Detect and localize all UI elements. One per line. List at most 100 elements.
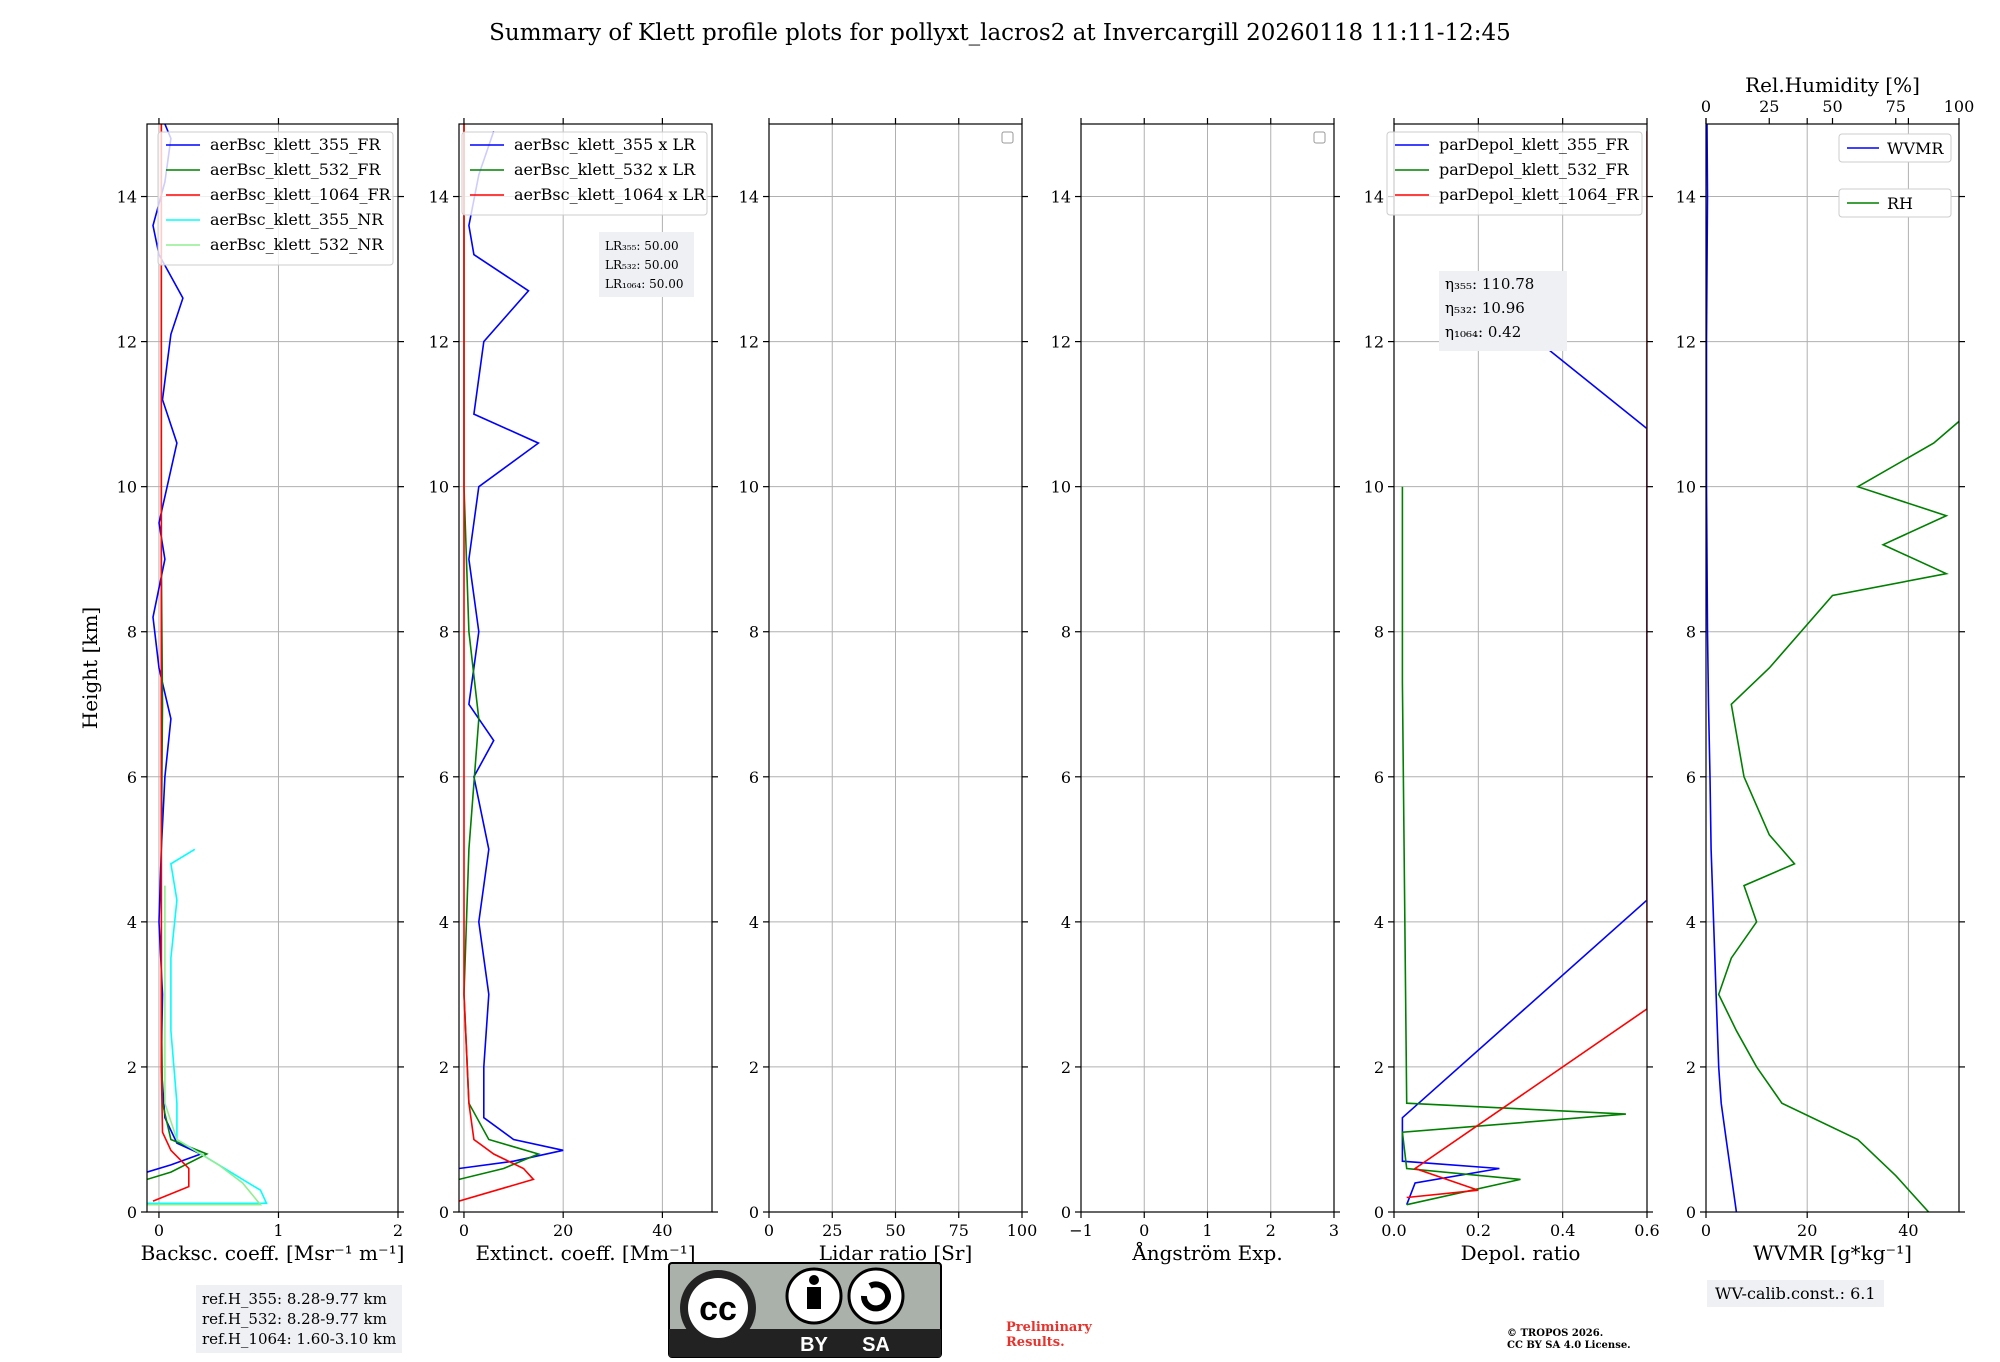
ref-height-1064: ref.H_1064: 1.60-3.10 km [202,1330,397,1348]
legend-box [1838,133,1952,163]
y-tick-label: 2 [749,1058,759,1077]
series-line-parDepol_klett_1064_FR [1406,131,1647,1199]
y-tick-label: 10 [1051,478,1071,497]
y-tick-label: 2 [127,1058,137,1077]
y-tick-label: 14 [1364,188,1384,207]
y-tick-label: 6 [1061,768,1071,787]
annotation-box [1439,271,1567,351]
y-tick-label: 10 [429,478,449,497]
y-tick-label: 12 [117,333,137,352]
cc-text: cc [699,1290,737,1328]
x-tick-label: 0 [1701,1221,1711,1240]
series-line-aerBsc_klett_355_NR [147,848,268,1205]
y-tick-label: 12 [429,333,449,352]
legend-box [1838,188,1952,218]
sa-text: SA [862,1334,890,1356]
legend-label: aerBsc_klett_532_NR [210,235,384,254]
panel-lidar_ratio: 0 25 50 75 100 0 2 4 6 8 10 12 14 Lidar ratio [Sr] [739,118,1038,1265]
top-x-tick-label: 50 [1822,97,1842,116]
y-tick-label: 0 [439,1203,449,1222]
y-tick-label: 12 [1364,333,1384,352]
y-tick-label: 0 [1374,1203,1384,1222]
x-tick-label: 0 [1139,1221,1149,1240]
ref-height-532: ref.H_532: 8.28-9.77 km [202,1310,387,1328]
legend-label: parDepol_klett_1064_FR [1439,185,1640,204]
series-line-aerBsc_klett_355 x LR [459,131,564,1170]
series-line-aerBsc_klett_532 x LR [459,124,541,1181]
x-tick-label: 0 [154,1221,164,1240]
y-tick-label: 10 [1676,478,1696,497]
y-tick-label: 0 [749,1203,759,1222]
by-text: BY [800,1334,828,1356]
y-tick-label: 4 [749,913,759,932]
preliminary-line-2: Results. [1006,1335,1065,1350]
top-x-tick-label: 0 [1701,97,1711,116]
annotation-line: η₃₅₅: 110.78 [1445,275,1534,293]
x-tick-label: 40 [1898,1221,1918,1240]
legend-label: aerBsc_klett_532_FR [210,160,381,179]
y-tick-label: 6 [127,768,137,787]
x-tick-label: 20 [553,1221,573,1240]
legend-box [1386,131,1643,216]
top-x-tick-label: 75 [1886,97,1906,116]
legend-label: RH [1887,194,1913,213]
annotation-line: η₅₃₂: 10.96 [1445,299,1525,317]
annotation-line: η₁₀₆₄: 0.42 [1445,323,1521,341]
axes-frame [146,123,399,1213]
legend-label: aerBsc_klett_355 x LR [514,135,696,154]
y-tick-label: 8 [1374,623,1384,642]
y-tick-label: 14 [739,188,759,207]
y-tick-label: 0 [1061,1203,1071,1222]
top-x-axis-label: Rel.Humidity [%] [1745,73,1920,97]
y-tick-label: 10 [117,478,137,497]
legend-label: aerBsc_klett_1064 x LR [514,185,706,204]
x-axis-label: Extinct. coeff. [Mm⁻¹] [475,1241,695,1265]
y-tick-label: 14 [1676,188,1696,207]
y-tick-label: 14 [1051,188,1071,207]
x-tick-label: 0.0 [1381,1221,1406,1240]
wv-calib-box: WV-calib.const.: 6.1 [1707,1280,1884,1307]
axes-frame [458,123,713,1213]
legend-label: parDepol_klett_355_FR [1439,135,1630,154]
x-axis-label: Depol. ratio [1461,1241,1581,1265]
series-line-RH [1717,420,1959,1212]
x-tick-label: 2 [1266,1221,1276,1240]
series-group [147,124,268,1206]
y-tick-label: 12 [739,333,759,352]
preliminary-note: Preliminary Results. [1006,1320,1092,1350]
legend-label: aerBsc_klett_355_FR [210,135,381,154]
legend-label: aerBsc_klett_532 x LR [514,160,696,179]
x-tick-label: 2 [393,1221,403,1240]
x-tick-label: 100 [1007,1221,1038,1240]
x-tick-label: 75 [949,1221,969,1240]
y-tick-label: 4 [127,913,137,932]
y-tick-label: 6 [749,768,759,787]
x-axis-label: WVMR [g*kg⁻¹] [1753,1241,1912,1265]
copyright-line-1: © TROPOS 2026. [1507,1328,1604,1339]
x-tick-label: −1 [1069,1221,1093,1240]
preliminary-line-1: Preliminary [1006,1320,1092,1335]
y-tick-label: 10 [1364,478,1384,497]
x-tick-label: 20 [1797,1221,1817,1240]
y-axis-label: Height [km] [78,607,102,729]
y-tick-label: 2 [1061,1058,1071,1077]
copyright-line-2: CC BY SA 4.0 License. [1507,1340,1631,1351]
series-line-aerBsc_klett_1064_FR [152,124,190,1202]
y-tick-label: 4 [1374,913,1384,932]
figure-title: Summary of Klett profile plots for polly… [489,20,1511,46]
legend-empty [1001,131,1014,144]
x-axis-label: Ångström Exp. [1131,1240,1282,1265]
annotation-box [599,232,694,297]
y-tick-label: 12 [1051,333,1071,352]
y-tick-label: 4 [1686,913,1696,932]
x-tick-label: 0 [459,1221,469,1240]
y-tick-label: 6 [439,768,449,787]
x-tick-label: 0.4 [1550,1221,1575,1240]
y-tick-label: 8 [749,623,759,642]
legend-empty [1313,131,1326,144]
y-tick-label: 6 [1374,768,1384,787]
series-line-parDepol_klett_532_FR [1401,486,1626,1206]
series-line-WVMR [1706,124,1738,1212]
